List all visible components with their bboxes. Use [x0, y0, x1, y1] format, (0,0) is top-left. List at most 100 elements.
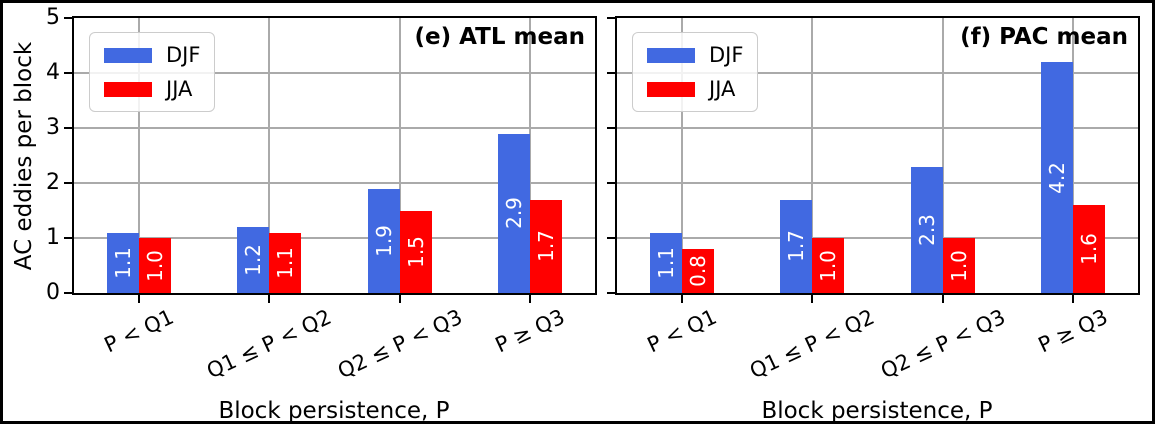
- bar-djf: [780, 199, 813, 293]
- bar-jja: [682, 249, 715, 293]
- legend-swatch-jja: [104, 81, 152, 97]
- bar-jja: [269, 232, 302, 293]
- y-tick: [64, 292, 72, 294]
- h-gridline: [617, 72, 1138, 74]
- y-tick: [607, 292, 615, 294]
- bar-value-label: 1.7: [533, 230, 558, 263]
- v-gridline: [138, 18, 141, 293]
- bar-value-label: 1.1: [111, 246, 136, 279]
- y-tick-label: 2: [46, 170, 60, 195]
- legend-label: JJA: [166, 77, 193, 101]
- x-tick: [398, 295, 401, 303]
- y-tick-label: 0: [46, 280, 60, 305]
- y-tick: [64, 127, 72, 129]
- bar-value-label: 1.1: [654, 246, 679, 279]
- x-axis-label-right-text: Block persistence, P: [761, 398, 993, 424]
- v-gridline: [681, 18, 684, 293]
- bar-jja: [942, 238, 975, 293]
- bar-djf: [497, 133, 530, 293]
- bar-jja: [529, 199, 562, 293]
- x-tick: [941, 295, 944, 303]
- y-tick: [64, 17, 72, 19]
- y-tick: [607, 17, 615, 19]
- v-gridline: [1071, 18, 1074, 293]
- y-axis-label-text: AC eddies per block: [11, 41, 37, 271]
- bar-value-label: 2.9: [501, 197, 526, 230]
- bar-djf: [107, 232, 140, 293]
- h-gridline: [74, 237, 595, 239]
- bar-value-label: 1.1: [273, 246, 298, 279]
- bar-value-label: 0.8: [686, 255, 711, 287]
- legend-label: JJA: [709, 77, 736, 101]
- h-gridline: [74, 127, 595, 129]
- bar-jja: [812, 238, 845, 293]
- v-gridline: [398, 18, 401, 293]
- panel-title-atl: (e) ATL mean: [414, 24, 585, 50]
- bar-jja: [139, 238, 172, 293]
- x-tick-label: Q1 ≤ P < Q2: [203, 304, 336, 383]
- y-tick-label: 4: [46, 60, 60, 85]
- legend-row: DJF: [104, 43, 200, 67]
- y-tick-label: 3: [46, 115, 60, 140]
- bar-value-label: 2.3: [914, 213, 939, 246]
- legend-swatch-djf: [647, 47, 695, 63]
- v-gridline: [528, 18, 531, 293]
- bar-value-label: 1.9: [371, 224, 396, 257]
- legend-row: JJA: [647, 77, 743, 101]
- legend-label: DJF: [166, 43, 201, 67]
- h-gridline: [74, 182, 595, 184]
- y-tick-label: 5: [46, 5, 60, 30]
- bar-djf: [367, 188, 400, 293]
- bar-value-label: 1.6: [1076, 233, 1101, 265]
- v-gridline: [811, 18, 814, 293]
- y-tick: [64, 72, 72, 74]
- x-tick-label: P < Q1: [643, 304, 721, 358]
- x-tick: [138, 295, 141, 303]
- h-gridline: [74, 72, 595, 74]
- h-gridline: [617, 182, 1138, 184]
- x-tick: [811, 295, 814, 303]
- bar-value-label: 1.0: [816, 249, 841, 282]
- v-gridline: [268, 18, 271, 293]
- y-tick: [607, 72, 615, 74]
- x-tick: [681, 295, 684, 303]
- x-tick: [528, 295, 531, 303]
- x-axis-label-left-text: Block persistence, P: [218, 398, 450, 424]
- x-tick: [1071, 295, 1074, 303]
- legend-swatch-jja: [647, 81, 695, 97]
- legend-row: DJF: [647, 43, 743, 67]
- bar-value-label: 1.7: [784, 230, 809, 263]
- legend-label: DJF: [709, 43, 744, 67]
- bar-value-label: 1.2: [241, 244, 266, 276]
- legend: DJF JJA: [89, 32, 216, 112]
- y-tick: [607, 182, 615, 184]
- legend-swatch-djf: [104, 47, 152, 63]
- bar-djf: [650, 232, 683, 293]
- bar-value-label: 1.0: [143, 249, 168, 282]
- h-gridline: [617, 237, 1138, 239]
- h-gridline: [617, 127, 1138, 129]
- x-tick-label: Q1 ≤ P < Q2: [746, 304, 879, 383]
- x-tick: [268, 295, 271, 303]
- bar-djf: [910, 166, 943, 293]
- bar-jja: [1072, 205, 1105, 293]
- bar-value-label: 4.2: [1044, 161, 1069, 194]
- bar-value-label: 1.0: [946, 249, 971, 282]
- x-tick-label: P ≥ Q3: [491, 304, 569, 358]
- y-tick-label: 1: [46, 225, 60, 250]
- y-tick: [607, 237, 615, 239]
- x-tick-label: Q2 ≤ P < Q3: [333, 304, 466, 383]
- x-tick-label: P < Q1: [100, 304, 178, 358]
- legend-row: JJA: [104, 77, 200, 101]
- x-tick-label: Q2 ≤ P < Q3: [876, 304, 1009, 383]
- y-tick: [64, 182, 72, 184]
- bar-djf: [237, 227, 270, 293]
- legend: DJF JJA: [632, 32, 759, 112]
- v-gridline: [941, 18, 944, 293]
- y-tick: [607, 127, 615, 129]
- x-tick-label: P ≥ Q3: [1034, 304, 1112, 358]
- panel-title-pac: (f) PAC mean: [960, 24, 1128, 50]
- bar-value-label: 1.5: [403, 235, 428, 268]
- bar-jja: [399, 210, 432, 293]
